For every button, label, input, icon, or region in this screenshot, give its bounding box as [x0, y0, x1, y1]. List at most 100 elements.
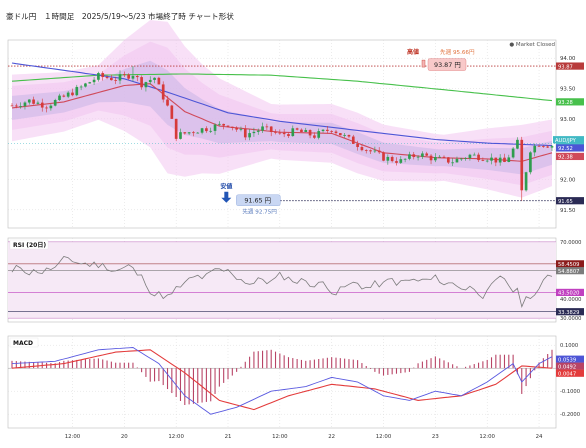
candle-body	[256, 130, 260, 132]
candle-body	[183, 132, 187, 134]
candle-body	[157, 77, 161, 85]
x-axis: 12:00 20 12:00 21 12:00 22 12:00 23 12:00 24	[65, 434, 543, 440]
x-tick-label: 22	[328, 434, 335, 440]
price-badge-label: 92.38	[558, 155, 573, 161]
rsi-level-badge	[556, 267, 584, 275]
candle-body	[40, 102, 44, 108]
macd-badge-label: 0.0492	[558, 364, 576, 370]
candle-body	[520, 139, 524, 191]
candle-body	[239, 128, 243, 130]
candle-body	[347, 134, 351, 137]
price-badge-label: 93.28	[558, 100, 573, 106]
candle-body	[274, 132, 277, 133]
candle-body	[88, 82, 92, 84]
candle-body	[166, 99, 169, 106]
candle-body	[265, 126, 269, 128]
high-marker-box	[427, 58, 467, 71]
candle-body	[356, 143, 359, 148]
candle-body	[222, 123, 226, 126]
candle-body	[395, 161, 398, 163]
candle-body	[516, 139, 519, 149]
candle-body	[386, 156, 390, 161]
macd-panel-frame	[7, 335, 557, 429]
x-tick-label: 12:00	[479, 434, 495, 440]
low-marker-box	[236, 194, 281, 206]
candle-body	[269, 126, 273, 133]
candle-body	[148, 79, 152, 83]
candle-body	[524, 172, 528, 191]
rsi-title: RSI (20日)	[13, 242, 46, 249]
candle-body	[300, 129, 303, 132]
candle-body	[338, 133, 342, 136]
candle-body	[455, 158, 459, 163]
candle-body	[10, 105, 14, 107]
rsi-y-tick-label: 30.0000	[560, 316, 581, 322]
candle-body	[485, 160, 489, 162]
candle-body	[416, 156, 420, 158]
price-badge	[556, 144, 584, 152]
candle-body	[382, 152, 385, 161]
candle-body	[529, 152, 532, 173]
low-marker-value: 91.65 円	[244, 197, 271, 205]
candle-body	[200, 128, 204, 133]
candle-body	[23, 102, 27, 107]
rsi-level-badge	[556, 288, 584, 297]
candle-body	[62, 95, 66, 97]
candle-body	[226, 125, 230, 127]
macd-y-tick-label: -0.1000	[560, 389, 580, 395]
candle-body	[360, 147, 364, 151]
candle-body	[187, 132, 191, 134]
candle-body	[438, 156, 442, 158]
candle-body	[153, 77, 156, 80]
candle-body	[498, 157, 502, 163]
rsi-y-tick-label: 40.0000	[560, 297, 581, 303]
macd-line	[11, 347, 553, 415]
candle-body	[446, 157, 450, 163]
candle-body	[105, 77, 109, 78]
candle-body	[101, 73, 105, 78]
candle-body	[282, 132, 286, 135]
candle-body	[287, 134, 290, 137]
candle-body	[261, 126, 264, 131]
candle-body	[84, 83, 87, 87]
candle-body	[364, 150, 368, 151]
candle-body	[291, 128, 295, 137]
candle-body	[468, 154, 472, 159]
moving-average-fast	[11, 83, 553, 162]
candle-body	[32, 99, 35, 104]
candle-body	[45, 107, 48, 109]
candle-body	[295, 128, 299, 130]
market-status-label: ● Market Closed	[509, 42, 555, 48]
x-tick-label: 23	[432, 434, 439, 440]
macd-badge-label: 0.0047	[558, 371, 576, 377]
candle-body	[75, 86, 79, 96]
candle-body	[66, 92, 70, 97]
candle-body	[122, 74, 126, 75]
candle-body	[330, 130, 334, 132]
price-y-tick-label: 92.00	[560, 177, 576, 183]
price-y-tick-label: 93.00	[560, 117, 576, 123]
rsi-level-badge-label: 54.8807	[558, 269, 579, 275]
macd-y-tick-label: 0.1000	[560, 343, 578, 349]
candle-body	[425, 153, 429, 156]
rsi-title-box	[9, 239, 49, 250]
x-tick-label: 12:00	[168, 434, 184, 440]
rsi-level-badge-label: 33.3829	[558, 310, 579, 316]
x-tick-label: 12:00	[272, 434, 288, 440]
candle-body	[494, 157, 498, 163]
candle-body	[114, 80, 118, 81]
candle-body	[434, 157, 437, 161]
macd-title-box	[9, 337, 39, 348]
macd-title: MACD	[13, 340, 33, 347]
candle-body	[135, 76, 139, 78]
price-badge	[556, 197, 584, 205]
candle-body	[79, 86, 83, 88]
candle-body	[71, 92, 74, 96]
candle-body	[334, 131, 338, 134]
candle-body	[235, 127, 238, 130]
macd-y-tick-label: -0.2000	[560, 412, 580, 418]
rsi-y-tick-label: 70.0000	[560, 240, 581, 246]
